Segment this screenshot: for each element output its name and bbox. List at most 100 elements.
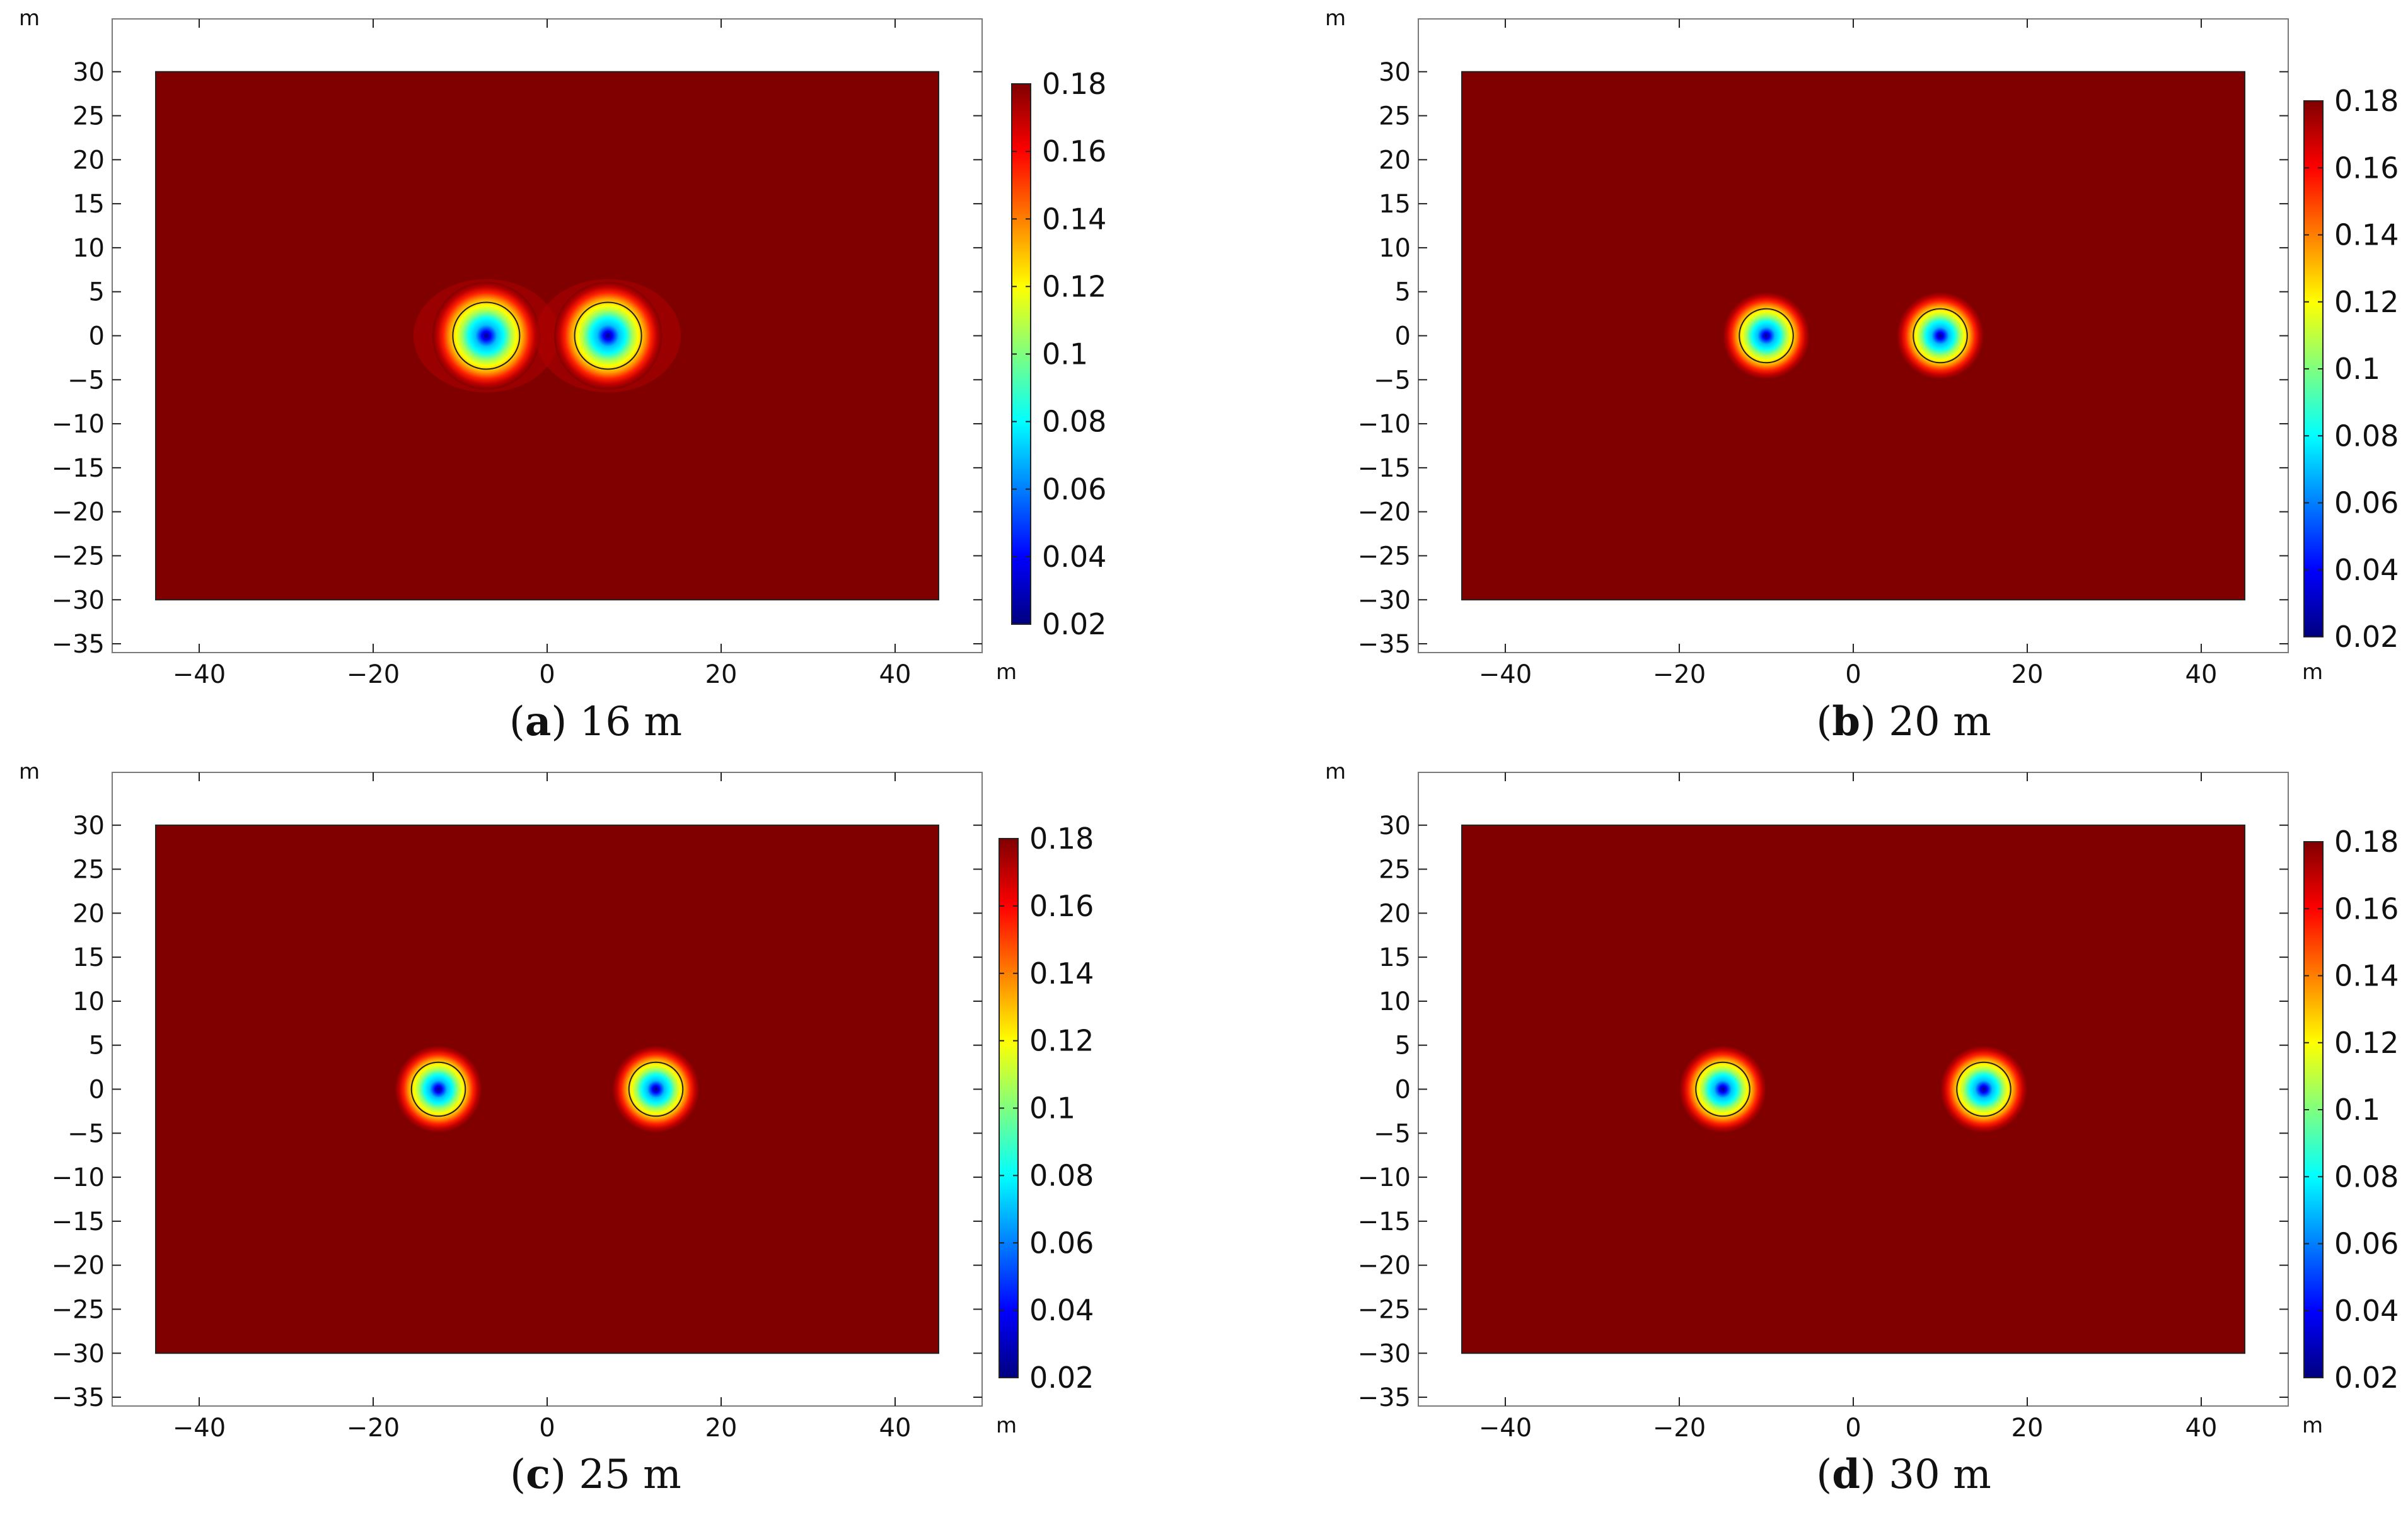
source-2 xyxy=(612,1045,700,1133)
colorbar-tick-label: 0.12 xyxy=(2334,285,2399,319)
source-boundary xyxy=(574,301,642,370)
y-tick-label: −20 xyxy=(1358,1252,1411,1281)
y-tick-label: −25 xyxy=(52,542,105,571)
caption-paren-open: ( xyxy=(509,699,525,745)
y-tick-label: 10 xyxy=(1379,234,1411,263)
y-tick-label: −15 xyxy=(52,454,105,483)
colorbar-tick-label: 0.14 xyxy=(2334,218,2399,252)
colorbar-tick-label: 0.08 xyxy=(2334,419,2399,453)
caption-text: 25 m xyxy=(579,1451,681,1498)
colorbar-tick-label: 0.02 xyxy=(1029,1361,1094,1395)
colorbar-tick-label: 0.18 xyxy=(2334,825,2399,859)
caption-paren-open: ( xyxy=(1816,699,1832,745)
y-tick-label: −5 xyxy=(1374,366,1411,395)
source-boundary xyxy=(628,1061,684,1117)
x-tick-label: 20 xyxy=(705,660,738,689)
panel-caption: (c) 25 m xyxy=(510,1451,681,1498)
x-tick-label: 0 xyxy=(1845,1414,1861,1443)
y-tick-label: 20 xyxy=(1379,899,1411,928)
caption-letter: a xyxy=(525,698,551,745)
caption-text: 20 m xyxy=(1889,699,1991,745)
caption-paren-close: ) xyxy=(550,1451,579,1498)
colorbar-tick-label: 0.1 xyxy=(2334,352,2380,386)
colorbar-tick-label: 0.02 xyxy=(1042,607,1106,641)
source-boundary xyxy=(1695,1061,1751,1117)
colorbar-tick-label: 0.16 xyxy=(1029,889,1094,923)
panel-caption: (a) 16 m xyxy=(509,698,682,745)
caption-paren-close: ) xyxy=(1860,1451,1889,1498)
colorbar-tick-label: 0.04 xyxy=(1029,1293,1094,1327)
y-tick-label: −30 xyxy=(52,586,105,615)
y-tick-label: −15 xyxy=(1358,454,1411,483)
y-tick-label: 25 xyxy=(72,102,105,131)
colorbar-tick-label: 0.14 xyxy=(2334,959,2399,993)
x-tick-label: 20 xyxy=(705,1414,738,1443)
colorbar-tick-label: 0.16 xyxy=(2334,892,2399,926)
x-tick-label: 40 xyxy=(2185,1414,2218,1443)
y-tick-label: −35 xyxy=(1358,1383,1411,1412)
y-tick-label: −15 xyxy=(52,1207,105,1236)
y-tick-label: −30 xyxy=(1358,1339,1411,1368)
source-1 xyxy=(1723,292,1810,380)
y-tick-label: 10 xyxy=(72,234,105,263)
x-tick-label: −20 xyxy=(1653,1414,1706,1443)
y-tick-label: 0 xyxy=(89,322,105,351)
source-1 xyxy=(1679,1045,1766,1133)
y-tick-label: −35 xyxy=(52,630,105,659)
y-tick-label: 30 xyxy=(1379,811,1411,840)
colorbar-tick-label: 0.06 xyxy=(2334,1227,2399,1261)
x-tick-label: −20 xyxy=(347,660,400,689)
colorbar-tick-label: 0.14 xyxy=(1042,202,1106,236)
y-tick-label: −25 xyxy=(52,1295,105,1324)
caption-letter: b xyxy=(1832,698,1860,745)
caption-paren-close: ) xyxy=(551,699,579,745)
colorbar-tick-label: 0.02 xyxy=(2334,620,2399,654)
source-boundary xyxy=(452,301,521,370)
colorbar-tick-label: 0.04 xyxy=(2334,1294,2399,1328)
y-tick-label: 15 xyxy=(1379,190,1411,219)
colorbar-tick-label: 0.18 xyxy=(1042,67,1106,101)
colorbar-tick-label: 0.16 xyxy=(2334,151,2399,185)
x-tick-label: 0 xyxy=(539,1414,555,1443)
y-tick-label: 30 xyxy=(1379,58,1411,87)
y-tick-label: 15 xyxy=(1379,943,1411,972)
x-tick-label: 40 xyxy=(2185,660,2218,689)
colorbar-tick-label: 0.08 xyxy=(2334,1160,2399,1194)
y-tick-label: −10 xyxy=(52,410,105,439)
y-tick-label: −35 xyxy=(1358,630,1411,659)
x-tick-label: −40 xyxy=(173,1414,226,1443)
x-tick-label: 20 xyxy=(2011,1414,2044,1443)
y-unit-label: m xyxy=(1325,759,1346,784)
y-tick-label: 5 xyxy=(1395,1032,1411,1061)
colorbar-tick-label: 0.12 xyxy=(1029,1024,1094,1058)
colorbar-tick-label: 0.18 xyxy=(1029,822,1094,856)
colorbar-tick-label: 0.14 xyxy=(1029,956,1094,991)
colorbar-tick-label: 0.16 xyxy=(1042,134,1106,168)
panel-caption: (b) 20 m xyxy=(1816,698,1991,745)
source-boundary xyxy=(410,1061,466,1117)
x-tick-label: −40 xyxy=(1479,660,1532,689)
colorbar-tick-label: 0.1 xyxy=(1029,1091,1075,1125)
y-tick-label: 5 xyxy=(89,278,105,307)
caption-paren-close: ) xyxy=(1860,699,1889,745)
y-tick-label: −10 xyxy=(1358,1163,1411,1192)
x-tick-label: 40 xyxy=(879,1414,912,1443)
source-boundary xyxy=(1913,308,1968,364)
y-tick-label: −35 xyxy=(52,1383,105,1412)
y-tick-label: 20 xyxy=(72,899,105,928)
colorbar-tick-label: 0.06 xyxy=(1042,472,1106,506)
colorbar-tick-label: 0.18 xyxy=(2334,84,2399,118)
x-unit-label: m xyxy=(996,660,1017,685)
x-tick-label: 20 xyxy=(2011,660,2044,689)
y-unit-label: m xyxy=(1325,6,1346,31)
y-tick-label: 30 xyxy=(72,58,105,87)
x-unit-label: m xyxy=(2302,1413,2323,1438)
colorbar-tick-label: 0.06 xyxy=(2334,486,2399,520)
y-tick-label: 20 xyxy=(1379,146,1411,175)
colorbar-tick-label: 0.08 xyxy=(1042,405,1106,439)
x-tick-label: 0 xyxy=(1845,660,1861,689)
y-tick-label: 25 xyxy=(72,856,105,885)
